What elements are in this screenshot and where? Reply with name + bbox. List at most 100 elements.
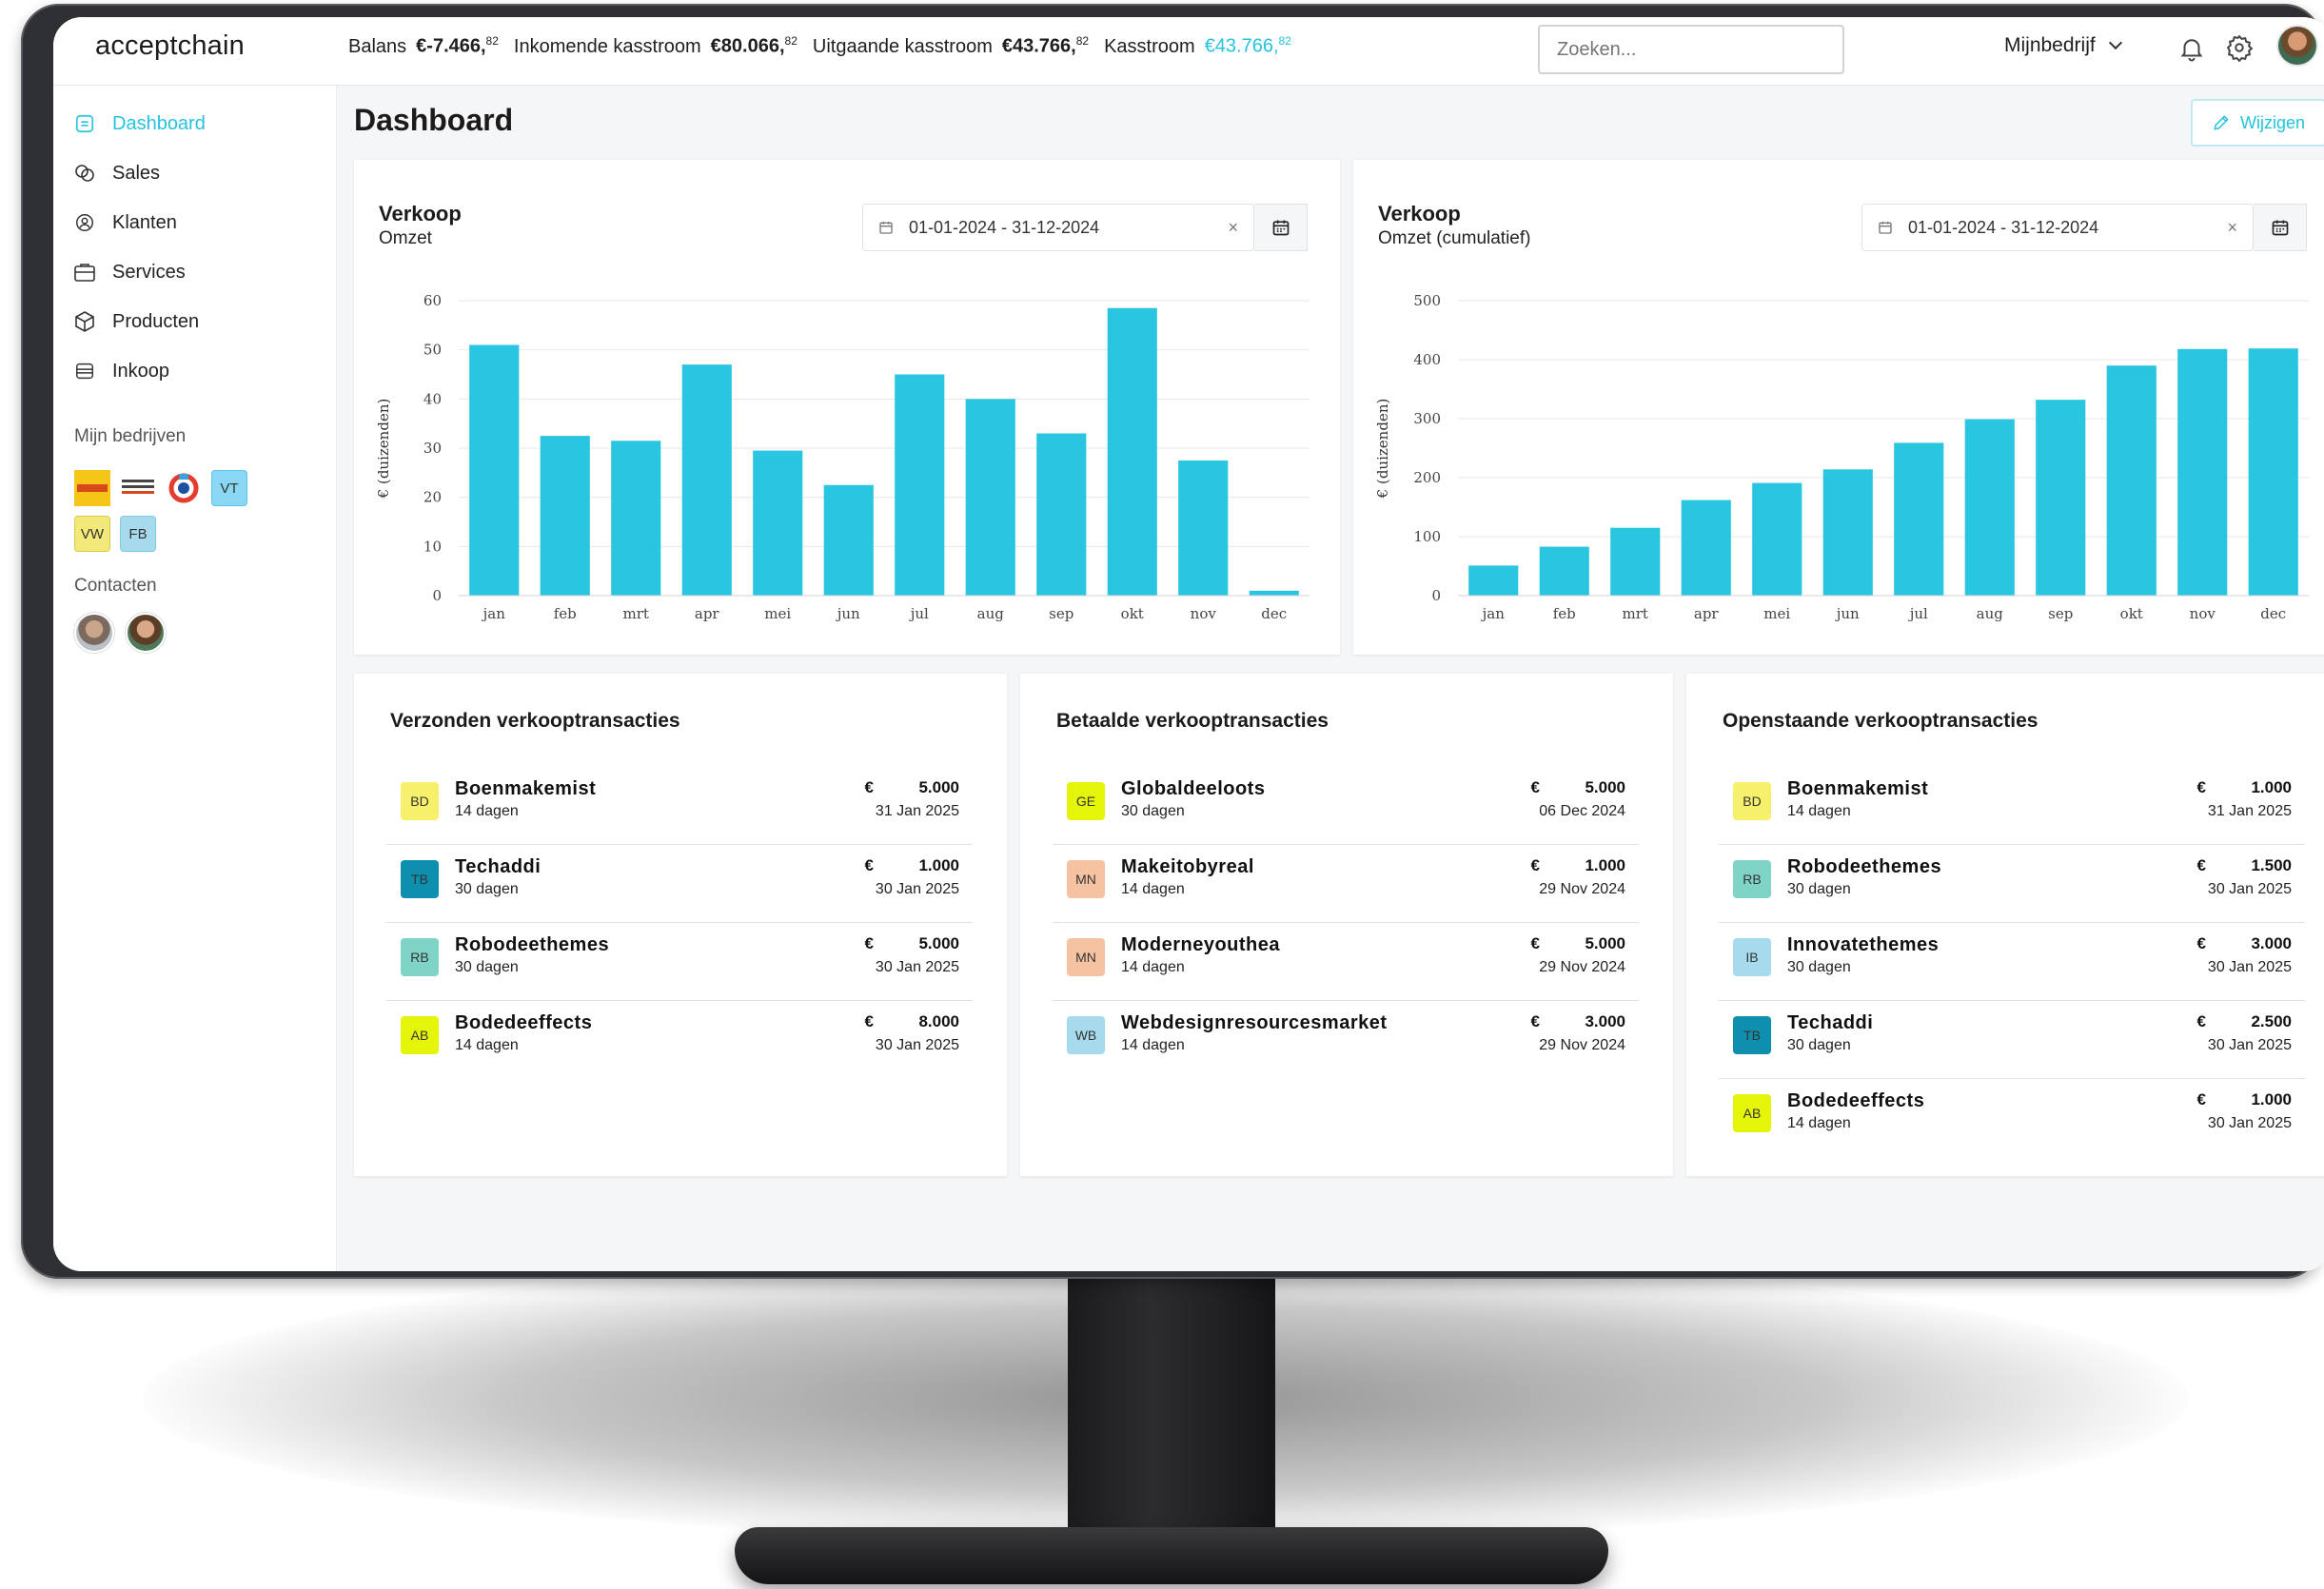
bar[interactable] bbox=[1964, 419, 2015, 596]
transaction-row[interactable]: MN Moderneyouthea 14 dagen €5.000 29 Nov 202… bbox=[1053, 923, 1639, 1001]
currency-symbol: € bbox=[1530, 856, 1540, 874]
currency-symbol: € bbox=[1530, 934, 1540, 952]
client-name: Bodedeeffects bbox=[455, 1012, 593, 1033]
transaction-row[interactable]: IB Innovatethemes 30 dagen €3.000 30 Jan 202… bbox=[1719, 923, 2305, 1001]
wallet-icon bbox=[72, 359, 97, 383]
transaction-row[interactable]: MN Makeitobyreal 14 dagen €1.000 29 Nov 2024 bbox=[1053, 845, 1639, 923]
transaction-row[interactable]: AB Bodedeeffects 14 dagen €8.000 30 Jan 2025 bbox=[386, 1001, 973, 1079]
bar[interactable] bbox=[540, 436, 590, 596]
sidebar-item-sales[interactable]: Sales bbox=[72, 154, 160, 192]
company-badge-vw[interactable]: VW bbox=[74, 516, 110, 552]
chart-subtitle: Omzet bbox=[379, 228, 432, 248]
gear-icon[interactable] bbox=[2225, 33, 2254, 62]
payment-term: 14 dagen bbox=[1787, 1115, 1851, 1131]
calendar-button[interactable] bbox=[1254, 204, 1308, 251]
bar[interactable] bbox=[965, 399, 1015, 596]
transaction-row[interactable]: TB Techaddi 30 dagen €2.500 30 Jan 2025 bbox=[1719, 1001, 2305, 1079]
sidebar-item-dashboard[interactable]: Dashboard bbox=[72, 105, 206, 143]
bar[interactable] bbox=[1894, 442, 1944, 596]
bell-icon[interactable] bbox=[2177, 32, 2206, 65]
stat-label: Uitgaande kasstroom bbox=[812, 35, 993, 57]
transaction-row[interactable]: WB Webdesignresourcesmarket 14 dagen €3.000… bbox=[1053, 1001, 1639, 1079]
y-tick-label: 100 bbox=[1413, 528, 1441, 545]
transaction-date: 30 Jan 2025 bbox=[2207, 959, 2292, 975]
edit-button[interactable]: Wijzigen bbox=[2191, 99, 2324, 147]
sidebar-item-producten[interactable]: Producten bbox=[72, 303, 199, 341]
client-initials-badge: GE bbox=[1067, 782, 1105, 820]
monitor-stand-base bbox=[735, 1527, 1608, 1584]
transaction-row[interactable]: GE Globaldeeloots 30 dagen €5.000 06 Dec 202… bbox=[1053, 767, 1639, 845]
clear-date-icon[interactable]: × bbox=[2227, 217, 2237, 237]
sidebar-item-inkoop[interactable]: Inkoop bbox=[72, 352, 169, 390]
bar[interactable] bbox=[1107, 307, 1157, 596]
dashboard-icon bbox=[72, 111, 97, 136]
open-transactions-card: Openstaande verkooptransacties BD Boenmak… bbox=[1686, 674, 2324, 1176]
bar[interactable] bbox=[895, 374, 945, 597]
x-tick-label: nov bbox=[1191, 605, 1217, 622]
company-logo-yellow[interactable] bbox=[74, 470, 110, 506]
bar[interactable] bbox=[2036, 400, 2086, 596]
transaction-amount: 2.500 bbox=[2251, 1012, 2292, 1030]
search-input[interactable] bbox=[1538, 25, 1844, 74]
transaction-row[interactable]: RB Robodeethemes 30 dagen €5.000 30 Jan 2025 bbox=[386, 923, 973, 1001]
transaction-row[interactable]: TB Techaddi 30 dagen €1.000 30 Jan 2025 bbox=[386, 845, 973, 923]
chart-title: Verkoop bbox=[379, 202, 462, 226]
contact-avatar[interactable] bbox=[74, 613, 114, 653]
box-icon bbox=[72, 309, 97, 334]
company-select[interactable]: Mijnbedrijf bbox=[2004, 34, 2122, 57]
bar[interactable] bbox=[2248, 348, 2298, 596]
date-range-picker[interactable]: 01-01-2024 - 31-12-2024 × bbox=[862, 204, 1254, 251]
bar[interactable] bbox=[1468, 565, 1519, 596]
contact-avatar[interactable] bbox=[126, 613, 166, 653]
brand-logo[interactable]: acceptchain bbox=[95, 30, 245, 61]
company-badge-vt[interactable]: VT bbox=[211, 470, 247, 506]
client-name: Boenmakemist bbox=[455, 778, 597, 799]
x-tick-label: okt bbox=[1121, 605, 1144, 622]
company-logo-ring[interactable] bbox=[166, 470, 202, 506]
bar[interactable] bbox=[1178, 460, 1229, 596]
calendar-button[interactable] bbox=[2254, 204, 2307, 251]
bar[interactable] bbox=[681, 364, 732, 596]
x-tick-label: dec bbox=[2260, 605, 2286, 622]
stat-value: €43.766,82 bbox=[1002, 34, 1089, 58]
currency-symbol: € bbox=[2196, 934, 2206, 952]
bar[interactable] bbox=[1610, 527, 1661, 596]
cumulative-bar-chart: 0 100 200 300 400 500 € (duizenden) jan feb mrt ap… bbox=[1374, 292, 2309, 622]
bar[interactable] bbox=[469, 344, 520, 597]
bar[interactable] bbox=[1539, 546, 1589, 596]
company-logo-business[interactable] bbox=[120, 470, 156, 506]
payment-term: 14 dagen bbox=[1121, 1037, 1185, 1053]
bar[interactable] bbox=[1249, 590, 1299, 596]
bar[interactable] bbox=[2177, 348, 2228, 596]
company-badge-fb[interactable]: FB bbox=[120, 516, 156, 552]
sidebar-item-services[interactable]: Services bbox=[72, 253, 186, 291]
bar[interactable] bbox=[823, 484, 874, 596]
transaction-date: 30 Jan 2025 bbox=[2207, 1115, 2292, 1131]
transaction-row[interactable]: RB Robodeethemes 30 dagen €1.500 30 Jan 2025 bbox=[1719, 845, 2305, 923]
x-tick-label: aug bbox=[977, 605, 1005, 622]
top-bar: acceptchain Balans €-7.466,82 Inkomende ka… bbox=[53, 17, 2324, 86]
clear-date-icon[interactable]: × bbox=[1228, 217, 1238, 237]
transaction-row[interactable]: BD Boenmakemist 14 dagen €1.000 31 Jan 2025 bbox=[1719, 767, 2305, 845]
card-title: Verzonden verkooptransacties bbox=[390, 710, 680, 732]
x-tick-label: aug bbox=[1977, 605, 2004, 622]
y-tick-label: 500 bbox=[1413, 292, 1441, 309]
bar[interactable] bbox=[1822, 469, 1873, 596]
date-range-picker[interactable]: 01-01-2024 - 31-12-2024 × bbox=[1861, 204, 2254, 251]
bar[interactable] bbox=[1752, 482, 1802, 596]
paid-transactions-card: Betaalde verkooptransacties GE Globaldeel… bbox=[1020, 674, 1673, 1176]
transaction-row[interactable]: BD Boenmakemist 14 dagen €5.000 31 Jan 2025 bbox=[386, 767, 973, 845]
transaction-row[interactable]: AB Bodedeeffects 14 dagen €1.000 30 Jan 2025 bbox=[1719, 1079, 2305, 1157]
sidebar-item-klanten[interactable]: Klanten bbox=[72, 204, 177, 242]
bar[interactable] bbox=[2106, 365, 2157, 596]
bar[interactable] bbox=[1681, 500, 1731, 596]
x-tick-label: dec bbox=[1261, 605, 1287, 622]
bar[interactable] bbox=[753, 450, 803, 596]
user-avatar[interactable] bbox=[2276, 25, 2318, 67]
bar[interactable] bbox=[611, 441, 661, 596]
bar[interactable] bbox=[1036, 433, 1087, 597]
x-tick-label: mrt bbox=[1623, 605, 1648, 622]
stat-amount: €43.766, bbox=[1204, 35, 1279, 57]
x-tick-label: apr bbox=[1694, 605, 1720, 622]
stat-value: €43.766,82 bbox=[1205, 34, 1291, 58]
